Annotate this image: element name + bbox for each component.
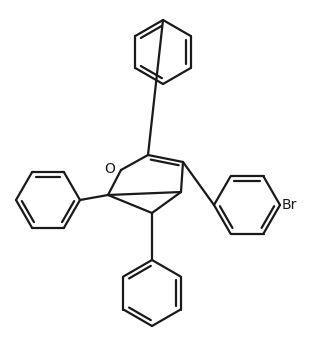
Text: O: O (104, 162, 115, 176)
Text: Br: Br (282, 198, 297, 212)
